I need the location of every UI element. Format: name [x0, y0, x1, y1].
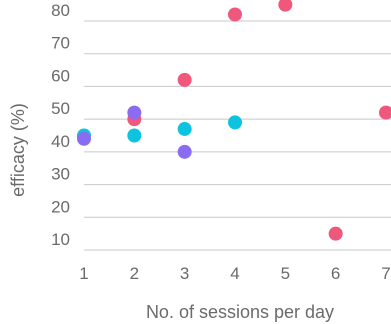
data-point — [379, 105, 391, 120]
y-tick-label: 60 — [51, 66, 70, 85]
data-point — [228, 7, 242, 22]
x-axis-ticks: 1 2 3 4 5 6 7 — [79, 264, 390, 283]
data-points — [77, 0, 391, 241]
y-tick-label: 40 — [51, 132, 70, 151]
x-tick-label: 3 — [180, 264, 189, 283]
x-tick-label: 6 — [331, 264, 340, 283]
x-tick-label: 7 — [381, 264, 390, 283]
x-axis-label: No. of sessions per day — [146, 302, 334, 322]
y-axis-label: efficacy (%) — [8, 103, 28, 197]
y-tick-label: 10 — [51, 230, 70, 249]
data-point — [77, 131, 91, 146]
y-tick-label: 70 — [51, 34, 70, 53]
data-point — [127, 105, 142, 120]
data-point — [228, 115, 242, 130]
y-tick-label: 50 — [51, 99, 70, 118]
data-point — [127, 128, 142, 143]
data-point — [278, 0, 293, 12]
data-point — [177, 121, 192, 136]
x-tick-label: 4 — [230, 264, 239, 283]
x-tick-label: 2 — [130, 264, 139, 283]
y-tick-label: 80 — [51, 1, 70, 20]
data-point — [328, 226, 343, 241]
y-tick-label: 30 — [51, 165, 70, 184]
y-axis-ticks: 10 20 30 40 50 60 70 80 — [51, 1, 70, 249]
y-tick-label: 20 — [51, 197, 70, 216]
data-point — [177, 72, 192, 87]
data-point — [177, 144, 192, 159]
x-tick-label: 1 — [79, 264, 88, 283]
x-tick-label: 5 — [281, 264, 290, 283]
